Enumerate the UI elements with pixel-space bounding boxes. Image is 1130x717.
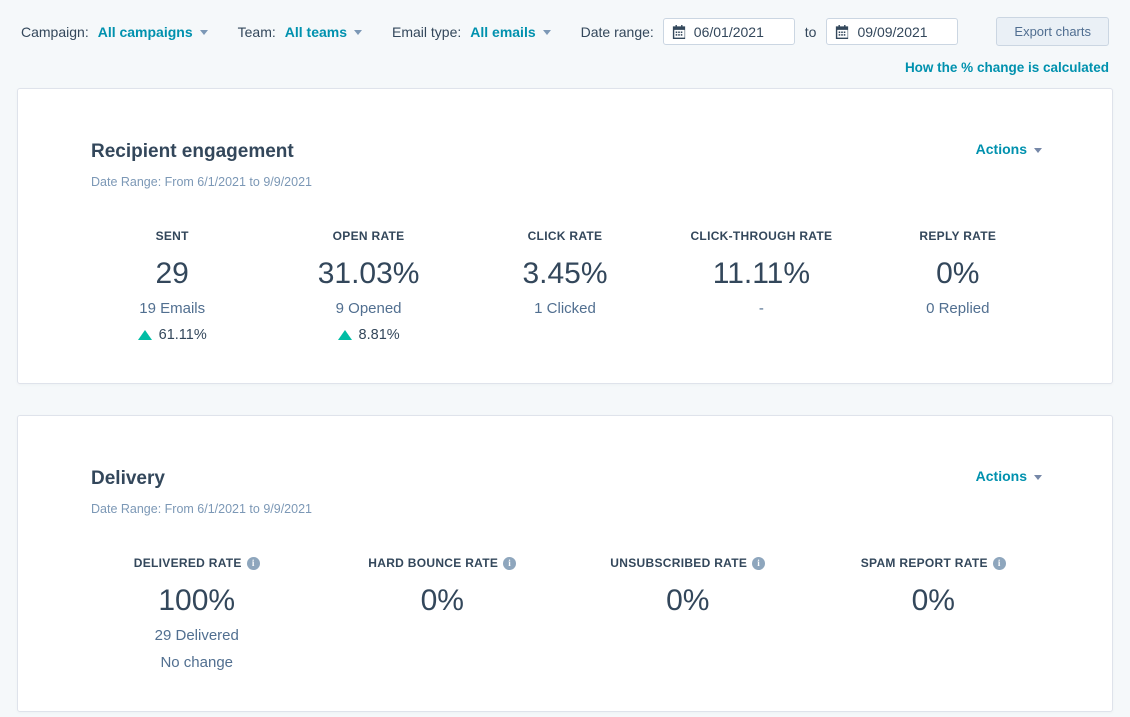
date-range-group: Date range: to bbox=[581, 18, 959, 45]
metric-label: DELIVERED RATE i bbox=[74, 556, 320, 570]
recipient-engagement-card: Recipient engagement Date Range: From 6/… bbox=[17, 88, 1113, 384]
delivery-metrics: DELIVERED RATE i 100% 29 Delivered No ch… bbox=[74, 556, 1056, 671]
campaign-filter-dropdown[interactable]: All campaigns bbox=[98, 24, 208, 40]
metric-unsubscribed-rate: UNSUBSCRIBED RATE i 0% bbox=[565, 556, 811, 671]
team-filter-value: All teams bbox=[284, 23, 347, 40]
help-row: How the % change is calculated bbox=[17, 46, 1113, 75]
metric-hard-bounce-rate: HARD BOUNCE RATE i 0% bbox=[320, 556, 566, 671]
metric-label-text: HARD BOUNCE RATE bbox=[368, 556, 499, 570]
date-range-label: Date range: bbox=[580, 23, 654, 40]
actions-label: Actions bbox=[975, 468, 1027, 484]
metric-label-text: SPAM REPORT RATE bbox=[860, 556, 988, 570]
metric-label-text: DELIVERED RATE bbox=[133, 556, 242, 570]
metric-click-through-rate: CLICK-THROUGH RATE 11.11% - bbox=[663, 229, 859, 343]
start-date-input[interactable] bbox=[693, 23, 786, 40]
metric-change-value: 8.81% bbox=[358, 327, 400, 343]
email-type-filter-dropdown[interactable]: All emails bbox=[470, 23, 551, 40]
delivery-titles: Delivery Date Range: From 6/1/2021 to 9/… bbox=[74, 468, 976, 516]
metric-value: 31.03% bbox=[317, 257, 420, 290]
metric-sub: 19 Emails bbox=[139, 300, 206, 317]
metric-click-rate: CLICK RATE 3.45% 1 Clicked bbox=[467, 229, 663, 343]
end-date-input[interactable] bbox=[857, 23, 950, 40]
metric-open-rate: OPEN RATE 31.03% 9 Opened 8.81% bbox=[270, 229, 466, 343]
metric-value: 100% bbox=[158, 584, 236, 617]
info-icon[interactable]: i bbox=[503, 556, 517, 570]
triangle-up-icon bbox=[137, 330, 152, 340]
team-filter-group: Team: All teams bbox=[238, 24, 362, 40]
metric-label: HARD BOUNCE RATE i bbox=[320, 556, 566, 570]
card-date-range: Date Range: From 6/1/2021 to 9/9/2021 bbox=[91, 175, 312, 189]
metric-value: 29 bbox=[155, 257, 189, 290]
metric-label: REPLY RATE bbox=[919, 229, 997, 243]
metric-change-note: No change bbox=[160, 654, 234, 671]
metric-delivered-rate: DELIVERED RATE i 100% 29 Delivered No ch… bbox=[74, 556, 320, 671]
metric-sub: 9 Opened bbox=[335, 300, 402, 317]
metric-sub: 1 Clicked bbox=[534, 300, 596, 317]
delivery-header: Delivery Date Range: From 6/1/2021 to 9/… bbox=[74, 468, 1056, 516]
card-title: Recipient engagement bbox=[91, 141, 294, 162]
info-icon[interactable]: i bbox=[752, 556, 766, 570]
metric-label: CLICK RATE bbox=[527, 229, 603, 243]
metric-value: 0% bbox=[420, 584, 464, 617]
export-charts-button[interactable]: Export charts bbox=[996, 17, 1109, 46]
delivery-actions-dropdown[interactable]: Actions bbox=[976, 468, 1042, 484]
metric-label: SPAM REPORT RATE i bbox=[811, 556, 1057, 570]
metric-label: SENT bbox=[155, 229, 189, 243]
chevron-down-icon bbox=[1034, 147, 1042, 153]
calendar-icon bbox=[836, 24, 849, 39]
email-type-filter-group: Email type: All emails bbox=[392, 24, 551, 40]
chevron-down-icon bbox=[199, 30, 208, 35]
metric-sub: 29 Delivered bbox=[154, 627, 239, 644]
filter-bar: Campaign: All campaigns Team: All teams … bbox=[17, 0, 1113, 46]
info-icon[interactable]: i bbox=[246, 556, 260, 570]
metric-value: 0% bbox=[666, 584, 710, 617]
info-icon[interactable]: i bbox=[992, 556, 1006, 570]
metric-sub: - bbox=[758, 300, 764, 317]
recipient-engagement-header: Recipient engagement Date Range: From 6/… bbox=[74, 141, 1056, 189]
metric-sent: SENT 29 19 Emails 61.11% bbox=[74, 229, 270, 343]
team-filter-dropdown[interactable]: All teams bbox=[285, 24, 362, 40]
recipient-engagement-metrics: SENT 29 19 Emails 61.11% OPEN RATE 31.03… bbox=[74, 229, 1056, 343]
metric-label: CLICK-THROUGH RATE bbox=[690, 229, 833, 243]
campaign-filter-label: Campaign: bbox=[21, 23, 89, 40]
triangle-up-icon bbox=[337, 330, 352, 340]
email-type-filter-value: All emails bbox=[470, 23, 536, 40]
metric-label-text: UNSUBSCRIBED RATE bbox=[610, 556, 748, 570]
metric-reply-rate: REPLY RATE 0% 0 Replied bbox=[860, 229, 1056, 343]
calendar-icon bbox=[672, 24, 685, 39]
metric-change-value: 61.11% bbox=[158, 327, 207, 343]
email-type-filter-label: Email type: bbox=[392, 23, 462, 40]
actions-label: Actions bbox=[975, 141, 1027, 157]
end-date-field[interactable] bbox=[826, 18, 959, 45]
chevron-down-icon bbox=[542, 30, 551, 35]
metric-value: 11.11% bbox=[712, 257, 811, 290]
metric-change: 61.11% bbox=[74, 327, 270, 343]
card-date-range: Date Range: From 6/1/2021 to 9/9/2021 bbox=[91, 502, 312, 516]
metric-value: 3.45% bbox=[522, 257, 608, 290]
team-filter-label: Team: bbox=[237, 23, 276, 40]
metric-change: 8.81% bbox=[270, 327, 466, 343]
metric-label: OPEN RATE bbox=[332, 229, 405, 243]
delivery-card: Delivery Date Range: From 6/1/2021 to 9/… bbox=[17, 415, 1113, 712]
recipient-engagement-actions-dropdown[interactable]: Actions bbox=[976, 141, 1042, 157]
date-range-separator: to bbox=[804, 23, 817, 40]
chevron-down-icon bbox=[1034, 474, 1042, 480]
percent-change-help-link[interactable]: How the % change is calculated bbox=[904, 60, 1109, 75]
metric-value: 0% bbox=[911, 584, 955, 617]
metric-value: 0% bbox=[936, 257, 980, 290]
card-title: Delivery bbox=[91, 468, 165, 489]
campaign-filter-value: All campaigns bbox=[97, 23, 193, 40]
start-date-field[interactable] bbox=[662, 18, 795, 45]
metric-label: UNSUBSCRIBED RATE i bbox=[565, 556, 811, 570]
campaign-filter-group: Campaign: All campaigns bbox=[21, 24, 208, 40]
metric-sub: 0 Replied bbox=[926, 300, 990, 317]
recipient-engagement-titles: Recipient engagement Date Range: From 6/… bbox=[74, 141, 976, 189]
metric-spam-report-rate: SPAM REPORT RATE i 0% bbox=[811, 556, 1057, 671]
chevron-down-icon bbox=[354, 30, 362, 35]
